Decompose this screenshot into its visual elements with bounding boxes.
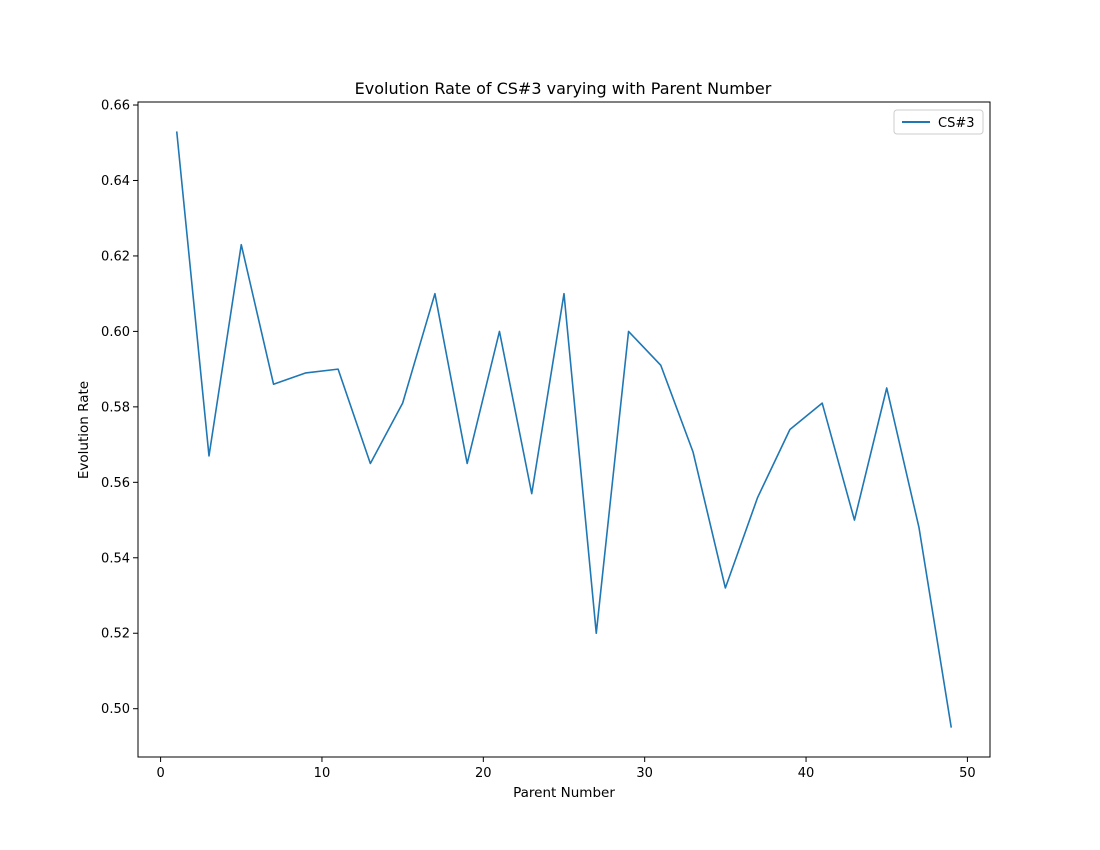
legend-label: CS#3 bbox=[938, 116, 975, 131]
x-tick-label: 10 bbox=[314, 766, 331, 781]
x-axis: 0 10 20 30 40 50 bbox=[156, 757, 976, 781]
y-axis: 0.50 0.52 0.54 0.56 0.58 0.60 0.62 0.64 0.66 bbox=[101, 99, 138, 717]
y-axis-label: Evolution Rate bbox=[76, 381, 92, 479]
y-tick-label: 0.56 bbox=[101, 476, 130, 491]
y-tick-label: 0.58 bbox=[101, 400, 130, 415]
y-tick-label: 0.52 bbox=[101, 627, 130, 642]
plot-frame bbox=[137, 101, 991, 758]
chart-title: Evolution Rate of CS#3 varying with Pare… bbox=[355, 79, 772, 98]
series-line-cs3 bbox=[175, 131, 953, 728]
y-tick-label: 0.64 bbox=[101, 174, 130, 189]
x-tick-label: 0 bbox=[156, 766, 164, 781]
y-tick-label: 0.54 bbox=[101, 551, 130, 566]
x-tick-label: 20 bbox=[475, 766, 492, 781]
legend: CS#3 bbox=[893, 109, 984, 135]
y-tick-label: 0.62 bbox=[101, 249, 130, 264]
y-tick-label: 0.66 bbox=[101, 99, 130, 114]
y-tick-label: 0.60 bbox=[101, 325, 130, 340]
legend-box bbox=[893, 109, 984, 135]
y-tick-label: 0.50 bbox=[101, 702, 130, 717]
x-tick-label: 40 bbox=[798, 766, 815, 781]
x-axis-label: Parent Number bbox=[513, 785, 615, 801]
x-tick-label: 30 bbox=[636, 766, 653, 781]
x-tick-label: 50 bbox=[959, 766, 976, 781]
plot-area bbox=[175, 131, 953, 728]
